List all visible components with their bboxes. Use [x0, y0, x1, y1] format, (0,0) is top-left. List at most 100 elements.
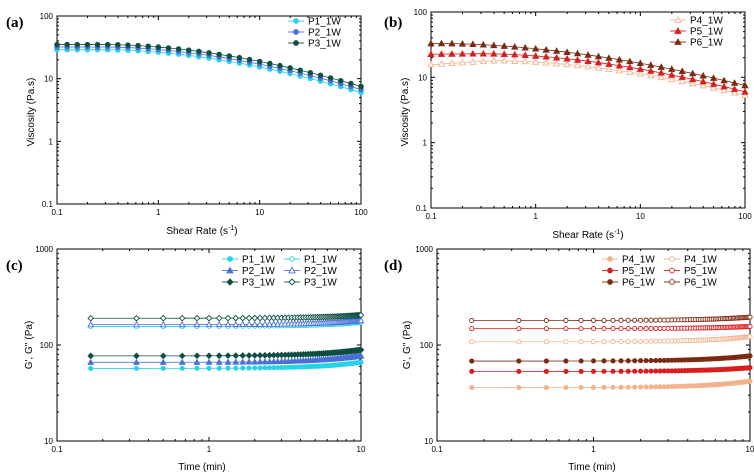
data-point: [573, 49, 582, 57]
series-P2_1W-storage: [87, 352, 365, 365]
data-point: [542, 45, 550, 53]
data-point: [226, 53, 233, 59]
data-point: [94, 41, 101, 48]
data-point: [657, 317, 663, 323]
plot-frame: [56, 15, 362, 205]
data-point: [239, 352, 247, 359]
data-point: [638, 338, 644, 344]
data-point: [590, 326, 597, 332]
data-point: [653, 368, 659, 374]
data-point: [469, 40, 477, 48]
data-point: [657, 325, 663, 331]
data-point: [261, 351, 269, 359]
data-point: [224, 314, 232, 322]
y-tick-label: 0.1: [416, 204, 428, 213]
data-point: [552, 47, 561, 54]
panel-d-letter: (d): [384, 258, 402, 274]
data-point: [625, 368, 631, 374]
data-point: [233, 365, 239, 371]
data-point: [500, 56, 508, 64]
data-point: [224, 358, 232, 365]
data-point: [638, 358, 644, 364]
data-point: [427, 60, 435, 68]
data-point: [632, 358, 638, 364]
legend-label: P4_1W: [622, 255, 655, 266]
series-P2_1W-loss: [87, 316, 365, 328]
data-point: [632, 368, 638, 374]
y-tick-label: 1000: [415, 245, 433, 254]
data-point: [741, 88, 749, 95]
x-tick-label: 10: [357, 445, 366, 454]
legend-label: P4_1W: [684, 255, 717, 266]
data-point: [64, 41, 70, 48]
data-point: [543, 339, 549, 345]
y-tick-label: 10: [44, 437, 53, 446]
x-tick-label: 0.1: [51, 208, 63, 217]
data-point: [160, 365, 166, 371]
data-point: [590, 368, 597, 374]
data-point: [543, 317, 549, 324]
data-point: [618, 368, 624, 374]
data-point: [185, 47, 192, 53]
data-point: [532, 52, 540, 59]
data-point: [610, 339, 616, 345]
x-tick-label: 1: [207, 445, 212, 454]
data-point: [458, 40, 467, 47]
data-point: [178, 320, 186, 328]
panel-b-xlabel: Shear Rate (s-1): [552, 229, 623, 241]
data-point: [337, 77, 344, 84]
y-tick-label: 1: [423, 139, 428, 148]
data-point: [610, 317, 616, 323]
data-point: [747, 365, 753, 371]
data-point: [205, 314, 213, 322]
data-point: [193, 320, 201, 328]
data-point: [636, 59, 644, 66]
data-point: [578, 368, 584, 374]
data-point: [297, 67, 303, 74]
series-P4_1W: [427, 56, 749, 99]
data-point: [657, 384, 663, 390]
data-point: [618, 358, 624, 364]
data-point: [240, 365, 246, 371]
data-point: [469, 385, 475, 391]
data-point: [601, 384, 607, 390]
y-tick-label: 100: [40, 341, 54, 350]
data-point: [87, 352, 95, 360]
legend-marker: [226, 278, 234, 286]
legend-label: P2_1W: [242, 266, 275, 277]
data-point: [225, 365, 231, 371]
data-point: [542, 58, 550, 66]
panel-d: (d) Time (min) G', G'' (Pa) 0.1 1 10 10 100 1…: [384, 245, 754, 473]
data-point: [552, 53, 561, 61]
data-point: [632, 384, 638, 390]
legend-marker: [607, 267, 613, 274]
data-point: [205, 320, 213, 328]
data-point: [653, 317, 659, 323]
data-point: [516, 368, 522, 375]
data-point: [636, 65, 644, 72]
data-point: [747, 353, 753, 359]
data-point: [563, 326, 569, 332]
panel-d-ylabel: G', G'' (Pa): [402, 321, 413, 370]
data-point: [205, 358, 213, 365]
data-point: [653, 357, 659, 364]
data-point: [563, 358, 569, 364]
data-point: [657, 368, 663, 374]
data-point: [215, 352, 223, 360]
data-point: [709, 74, 718, 81]
data-point: [610, 326, 616, 332]
data-point: [224, 320, 232, 328]
data-point: [618, 384, 624, 390]
data-point: [709, 84, 718, 91]
data-point: [261, 358, 269, 365]
panel-c-ylabel: G', G'' (Pa): [24, 321, 35, 370]
data-point: [469, 368, 475, 375]
data-point: [251, 314, 259, 322]
series-P3_1W-storage: [87, 346, 365, 360]
data-point: [357, 346, 365, 354]
data-point: [601, 317, 607, 323]
data-point: [115, 42, 121, 48]
data-point: [747, 323, 753, 330]
